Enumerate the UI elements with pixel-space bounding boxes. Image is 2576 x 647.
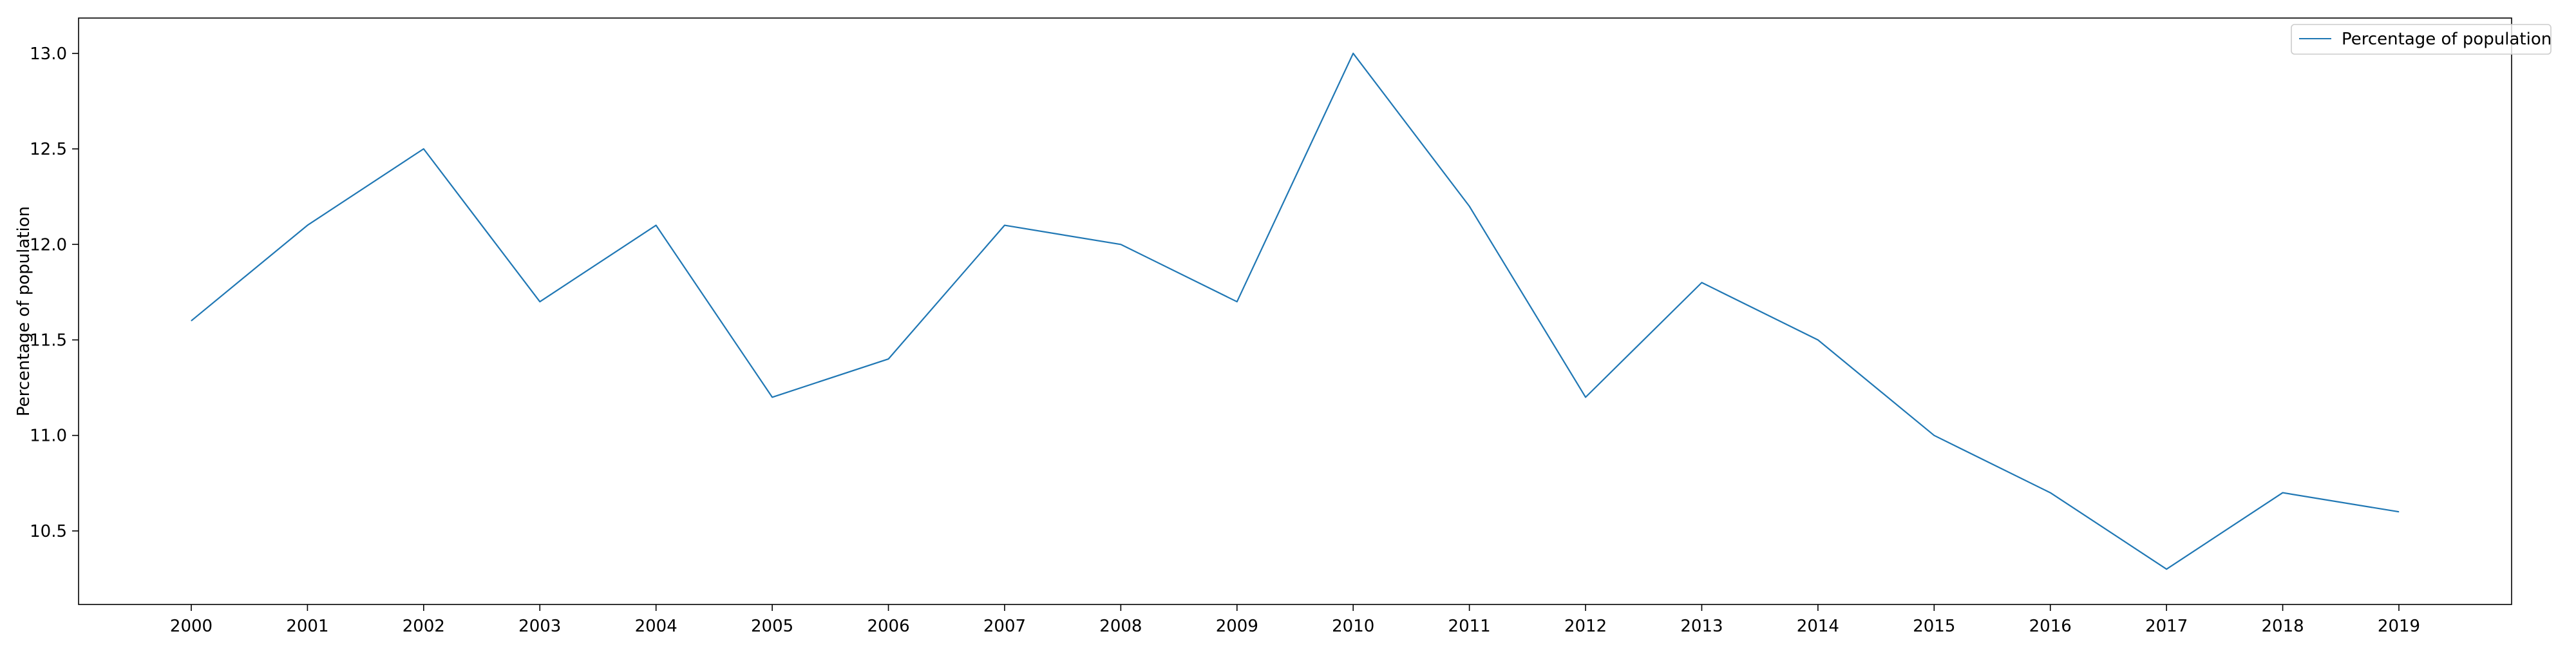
x-tick-label: 2016 (2029, 617, 2072, 636)
y-tick-label: 13.0 (30, 44, 67, 64)
x-tick-label: 2014 (1797, 617, 1839, 636)
x-tick-label: 2019 (2378, 617, 2420, 636)
data-point (772, 396, 773, 398)
y-tick-label: 11.0 (30, 427, 67, 446)
legend-label: Percentage of population (2342, 30, 2552, 49)
x-axis-ticks: 2000 2001 2002 2003 2004 2005 2006 2007 2008 2009… (170, 604, 2420, 636)
y-tick-label: 12.5 (30, 140, 67, 159)
series-layer (191, 52, 2400, 570)
x-tick-label: 2009 (1216, 617, 1258, 636)
x-tick-label: 2000 (170, 617, 213, 636)
data-point (2282, 492, 2284, 494)
x-tick-label: 2001 (286, 617, 328, 636)
x-tick-label: 2007 (983, 617, 1026, 636)
y-tick-label: 11.5 (30, 331, 67, 350)
legend-box (2291, 24, 2552, 55)
x-tick-label: 2012 (1564, 617, 1607, 636)
x-tick-label: 2015 (1913, 617, 1955, 636)
x-tick-label: 2018 (2261, 617, 2304, 636)
data-point (307, 225, 308, 226)
y-tick-label: 12.0 (30, 235, 67, 255)
plot-area (78, 17, 2512, 605)
x-tick-label: 2002 (402, 617, 445, 636)
y-axis-label: Percentage of population (14, 206, 33, 416)
data-point (1701, 282, 1702, 284)
series-line (191, 52, 2400, 570)
x-tick-label: 2004 (635, 617, 677, 636)
x-tick-label: 2006 (867, 617, 909, 636)
data-point (423, 148, 424, 150)
data-point (191, 320, 192, 322)
data-point (1933, 435, 1935, 436)
x-tick-label: 2005 (751, 617, 793, 636)
data-point (2166, 568, 2167, 570)
y-axis-ticks: 10.5 11.0 11.5 12.0 12.5 13.0 (30, 44, 79, 541)
x-tick-label: 2017 (2145, 617, 2188, 636)
x-tick-label: 2013 (1680, 617, 1723, 636)
legend: Percentage of population (2291, 24, 2552, 55)
y-tick-label: 10.5 (30, 522, 67, 541)
x-tick-label: 2011 (1448, 617, 1491, 636)
x-tick-label: 2003 (518, 617, 561, 636)
x-tick-label: 2010 (1332, 617, 1374, 636)
x-tick-label: 2008 (1099, 617, 1142, 636)
data-point (888, 358, 889, 360)
data-point (1004, 225, 1005, 226)
